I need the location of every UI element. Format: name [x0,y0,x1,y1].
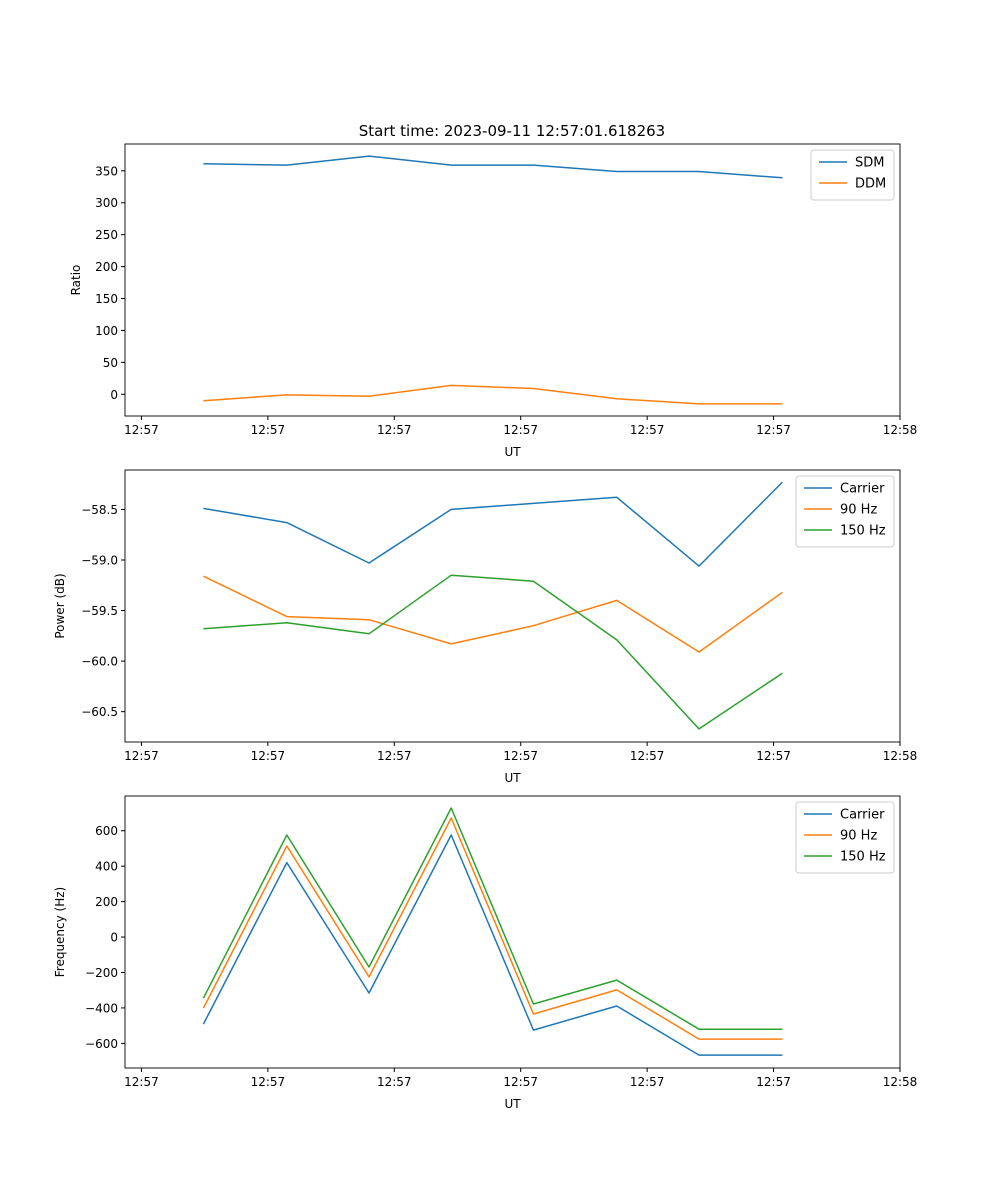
subplot-1: 12:57 12:57 12:57 12:57 12:57 12:57 12:58 0 50 10… [69,143,918,459]
x-tick-label: 12:57 [756,423,791,437]
y-tick-label: 350 [95,164,118,178]
y-tick-label: 300 [95,196,118,210]
x-tick-label: 12:57 [124,749,159,763]
x-axis-label: UT [504,771,521,785]
series-line-carrier [202,834,783,1056]
x-axis-label: UT [504,1097,521,1111]
x-tick-label: 12:57 [251,423,286,437]
y-tick-label: 600 [95,824,118,838]
y-tick-label: 150 [95,292,118,306]
series-line-150-hz [202,807,783,1030]
x-tick-label: 12:58 [883,1075,918,1089]
legend: Carrier 90 Hz 150 Hz [795,801,895,874]
y-tick-label: −59.5 [81,604,118,618]
y-axis-label: Power (dB) [53,573,67,638]
y-tick-label: 100 [95,324,118,338]
x-tick-label: 12:57 [251,1075,286,1089]
x-tick-label: 12:57 [756,749,791,763]
y-tick-label: 50 [103,356,118,370]
axes-frame [124,469,901,743]
legend-label: 90 Hz [840,503,877,518]
legend-label: Carrier [840,482,885,497]
legend-label: 150 Hz [840,524,886,539]
legend-label: DDM [855,177,886,192]
legend-label: SDM [855,156,884,171]
x-tick-label: 12:57 [377,1075,412,1089]
x-tick-label: 12:57 [377,423,412,437]
subplot-2: 12:57 12:57 12:57 12:57 12:57 12:57 12:58 −60.5… [53,469,918,785]
x-axis-label: UT [504,445,521,459]
series-line-150-hz [203,574,783,730]
axes-frame [124,143,901,417]
y-tick-label: −600 [85,1037,118,1051]
y-tick-label: −59.0 [81,553,118,567]
x-tick-label: 12:57 [756,1075,791,1089]
series-line-ddm [203,384,783,405]
y-tick-label: 200 [95,260,118,274]
y-tick-label: 0 [110,931,118,945]
legend: SDM DDM [810,149,895,201]
x-tick-label: 12:57 [124,423,159,437]
x-tick-label: 12:57 [503,749,538,763]
y-tick-label: −58.5 [81,503,118,517]
x-tick-label: 12:57 [503,1075,538,1089]
y-tick-label: 250 [95,228,118,242]
y-tick-label: 0 [110,388,118,402]
y-tick-label: 200 [95,895,118,909]
legend-label: 90 Hz [840,829,877,844]
x-tick-label: 12:57 [377,749,412,763]
series-line-sdm [203,155,783,179]
series-line-90-hz [202,817,783,1040]
y-tick-label: −60.5 [81,705,118,719]
x-tick-label: 12:57 [630,1075,665,1089]
legend: Carrier 90 Hz 150 Hz [795,475,895,548]
x-tick-label: 12:58 [883,423,918,437]
y-tick-label: −400 [85,1001,118,1015]
x-tick-label: 12:57 [503,423,538,437]
y-tick-label: −60.0 [81,655,118,669]
subplot-3: 12:57 12:57 12:57 12:57 12:57 12:57 12:58 −600 −… [53,795,918,1111]
y-axis-label: Ratio [69,265,83,296]
axes-frame [124,795,901,1069]
y-axis-label: Frequency (Hz) [53,887,67,978]
series-line-carrier [203,481,783,567]
series-line-90-hz [203,575,783,653]
x-tick-label: 12:57 [251,749,286,763]
x-tick-label: 12:57 [630,423,665,437]
legend-label: Carrier [840,808,885,823]
x-tick-label: 12:57 [124,1075,159,1089]
chart-title: Start time: 2023-09-11 12:57:01.618263 [359,122,665,140]
y-tick-label: −200 [85,966,118,980]
legend-label: 150 Hz [840,850,886,865]
y-tick-label: 400 [95,860,118,874]
x-tick-label: 12:58 [883,749,918,763]
x-tick-label: 12:57 [630,749,665,763]
